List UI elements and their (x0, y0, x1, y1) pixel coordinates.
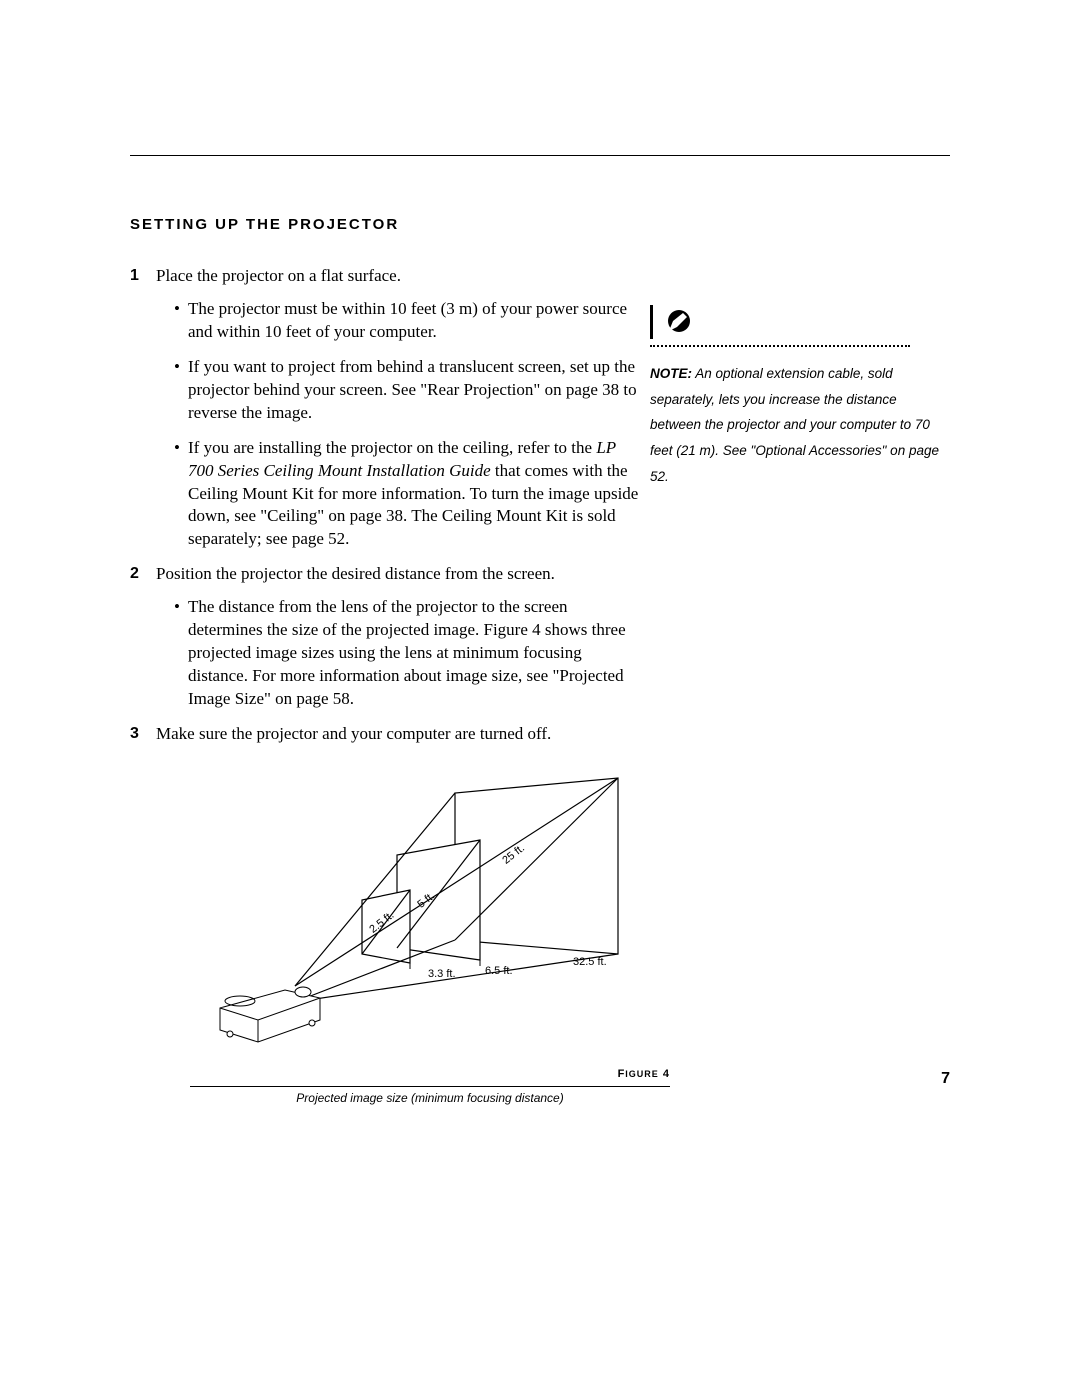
figure-distance-2: 6.5 ft. (485, 965, 513, 977)
page-number: 7 (941, 1070, 950, 1088)
figure-caption-block: FIGURE 4 Projected image size (minimum f… (190, 1068, 670, 1105)
side-column: NOTE: An optional extension cable, sold … (650, 265, 950, 489)
figure-distance-1: 3.3 ft. (428, 968, 456, 980)
note-label: NOTE: (650, 366, 692, 381)
figure-caption: Projected image size (minimum focusing d… (190, 1091, 670, 1105)
step-1-bullet-2: If you want to project from behind a tra… (174, 356, 640, 425)
step-1-bullet-3: If you are installing the projector on t… (174, 437, 640, 552)
top-rule (130, 155, 950, 156)
figure-label: FIGURE 4 (190, 1068, 670, 1080)
note-divider-dots (650, 345, 910, 347)
figure-4-diagram: 3.3 ft. 6.5 ft. 32.5 ft. 2.5 ft. 5 ft. 2… (190, 758, 670, 1068)
step-3: Make sure the projector and your compute… (130, 723, 640, 746)
main-column: Place the projector on a flat surface. T… (130, 265, 640, 1105)
step-1-bullet-1: The projector must be within 10 feet (3 … (174, 298, 640, 344)
step-3-text: Make sure the projector and your compute… (156, 724, 551, 743)
note-icon (650, 305, 950, 339)
note-body: An optional extension cable, sold separa… (650, 366, 939, 484)
section-title: SETTING UP THE PROJECTOR (130, 216, 950, 233)
step-2-bullet-1: The distance from the lens of the projec… (174, 596, 640, 711)
pencil-icon (661, 307, 693, 337)
projection-diagram-svg (190, 758, 670, 1068)
step-1-text: Place the projector on a flat surface. (156, 266, 401, 285)
figure-distance-3: 32.5 ft. (573, 956, 607, 968)
step-2-text: Position the projector the desired dista… (156, 564, 555, 583)
note-text: NOTE: An optional extension cable, sold … (650, 361, 950, 489)
step-2: Position the projector the desired dista… (130, 563, 640, 711)
step-1-b3-pre: If you are installing the projector on t… (188, 438, 596, 457)
step-1: Place the projector on a flat surface. T… (130, 265, 640, 551)
figure-rule (190, 1086, 670, 1087)
